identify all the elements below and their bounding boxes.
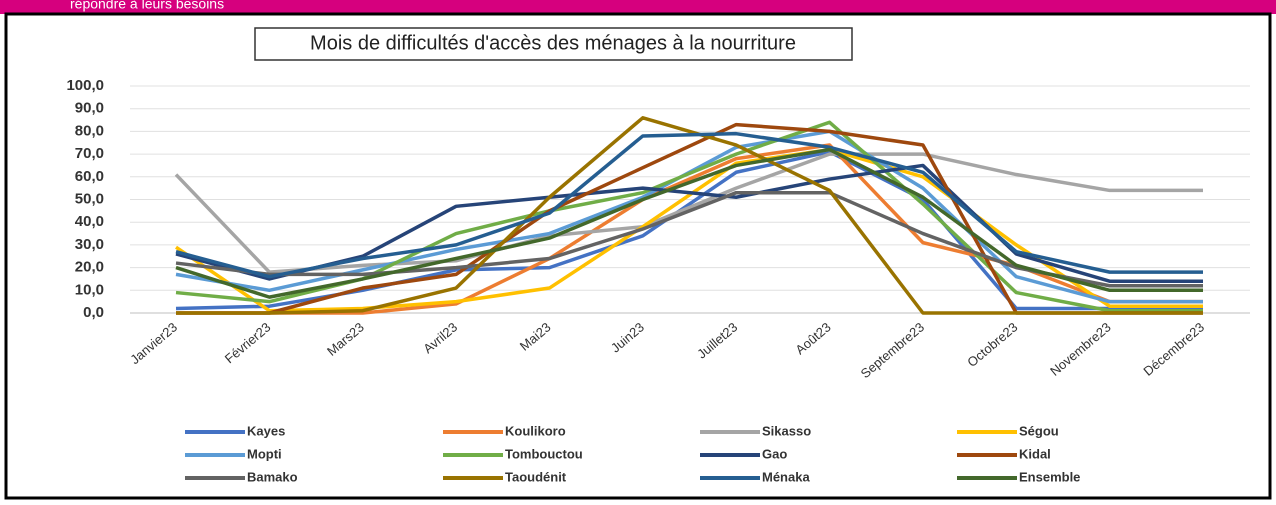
y-tick-label: 80,0 [75,122,104,139]
x-tick-label: Mars23 [324,319,367,358]
legend-label: Gao [762,446,787,461]
x-tick-label: Juin23 [608,319,647,355]
title-box [254,27,853,61]
y-tick-label: 70,0 [75,145,104,162]
x-tick-label: Avril23 [420,319,460,356]
y-tick-label: 0,0 [83,304,104,321]
legend-label: Ségou [1019,423,1059,438]
series-line [174,152,1203,274]
series-line [175,120,1203,313]
y-tick-label: 60,0 [75,168,104,185]
legend-label: Mopti [247,446,282,461]
x-tick-label: Novembre23 [1047,319,1114,378]
x-tick-label: Octobre23 [964,319,1020,370]
page-frame [4,12,1272,500]
series-line [175,131,1203,279]
series-line [175,147,1203,299]
x-tick-label: Août23 [792,319,833,357]
y-tick-label: 100,0 [66,77,104,94]
legend-label: Tombouctou [505,446,583,461]
x-tick-label: Décembre23 [1140,319,1207,378]
y-tick-label: 20,0 [75,259,104,276]
y-tick-label: 10,0 [75,281,104,298]
legend-label: Ménaka [762,469,810,484]
x-tick-label: Juillet23 [694,319,740,361]
legend-label: Ensemble [1019,469,1080,484]
y-tick-label: 30,0 [75,236,104,253]
legend-label: Taoudénit [505,469,567,484]
series-line [176,116,1203,315]
header-bar [0,0,1276,14]
chart-title: Mois de difficultés d'accès des ménages … [310,32,796,54]
x-tick-label: Septembre23 [858,319,927,381]
legend-label: Kidal [1019,446,1051,461]
y-tick-label: 90,0 [75,100,104,117]
x-tick-label: Février23 [222,319,274,366]
x-tick-label: Janvier23 [127,319,180,367]
legend-label: Sikasso [762,423,811,438]
header-text: répondre à leurs besoins [70,0,224,12]
x-tick-label: Mai23 [517,319,554,353]
legend-label: Bamako [247,469,298,484]
y-tick-label: 40,0 [75,213,104,230]
y-tick-label: 50,0 [75,190,104,207]
legend-label: Kayes [247,423,285,438]
legend-label: Koulikoro [505,423,566,438]
